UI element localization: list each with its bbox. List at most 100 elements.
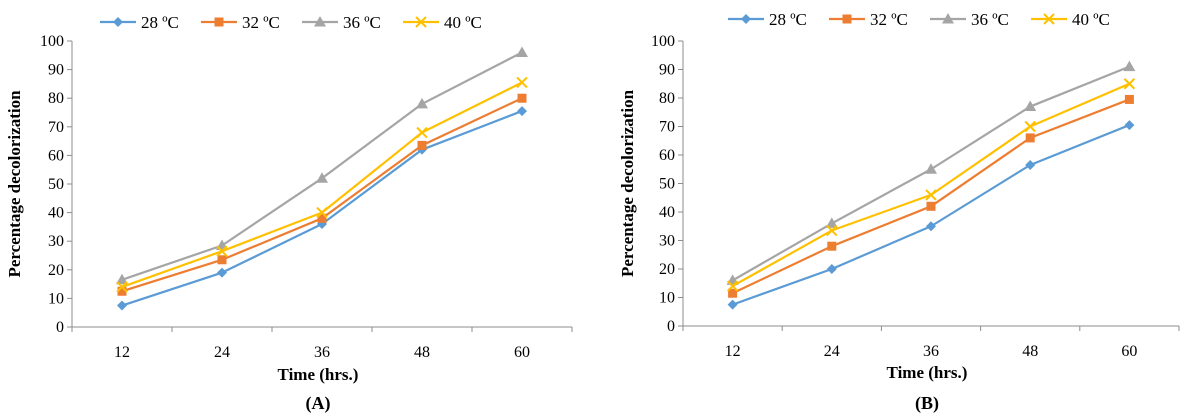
data-point <box>317 213 327 223</box>
series-line <box>121 51 523 281</box>
data-point <box>417 140 427 150</box>
series-line <box>121 81 523 288</box>
legend-label: 40 ºC <box>444 13 482 32</box>
data-point <box>416 97 428 109</box>
chart-panel-b: 0 10 20 30 40 50 60 70 80 90 100 12 24 36 48 60 Time (hr… <box>618 10 1180 414</box>
data-point <box>216 245 228 257</box>
y-axis-title: Percentage decolorization <box>618 89 637 277</box>
legend-item: 28 ºC <box>728 10 807 29</box>
legend-swatch-marker <box>741 14 751 24</box>
data-point <box>416 126 428 139</box>
x-tick-label: 60 <box>1121 343 1137 360</box>
data-point <box>1025 159 1036 170</box>
y-tick-label: 90 <box>48 62 64 79</box>
data-point <box>726 280 739 292</box>
y-tick-label: 100 <box>40 33 64 50</box>
x-tick-label: 24 <box>824 343 840 360</box>
data-point <box>925 163 937 174</box>
x-tick-label: 24 <box>214 344 230 361</box>
y-tick-label: 20 <box>659 261 675 278</box>
y-tick-label: 50 <box>659 176 675 193</box>
legend-label: 40 ºC <box>1072 10 1110 29</box>
series-line <box>121 97 523 293</box>
data-point <box>1123 60 1136 72</box>
data-point <box>926 221 936 232</box>
series-line <box>732 98 1130 295</box>
legend-swatch-marker <box>314 16 326 27</box>
y-tick-label: 10 <box>659 290 675 307</box>
legend-label: 32 ºC <box>242 13 280 32</box>
series-line <box>121 110 523 307</box>
data-point <box>217 255 227 265</box>
data-point <box>727 299 738 310</box>
data-point <box>1024 120 1036 133</box>
y-tick-label: 90 <box>659 62 675 79</box>
data-point <box>1024 100 1037 112</box>
y-tick-label: 80 <box>659 90 675 107</box>
y-tick-label: 60 <box>48 147 64 164</box>
y-tick-label: 40 <box>48 205 64 222</box>
data-point <box>1123 78 1136 90</box>
legend-item: 28 ºC <box>100 13 179 32</box>
legend-item: 40 ºC <box>1031 10 1110 29</box>
legend-item: 36 ºC <box>930 10 1009 29</box>
legend-item: 36 ºC <box>302 13 381 32</box>
data-point <box>826 224 838 237</box>
y-tick-label: 60 <box>659 147 675 164</box>
x-tick-label: 12 <box>114 344 130 361</box>
legend-label: 28 ºC <box>141 13 179 32</box>
y-tick-label: 70 <box>659 119 675 136</box>
legend-swatch-marker <box>214 17 224 27</box>
data-point <box>116 281 128 293</box>
data-point <box>728 288 738 298</box>
data-point <box>117 286 127 296</box>
y-tick-label: 70 <box>48 119 64 136</box>
y-tick-label: 20 <box>48 262 64 279</box>
data-point <box>827 241 837 251</box>
y-axis-title: Percentage decolorization <box>5 90 24 278</box>
y-tick-label: 0 <box>56 319 64 336</box>
y-tick-label: 30 <box>48 233 64 250</box>
data-point <box>926 201 936 211</box>
data-point <box>517 93 527 103</box>
chart-panel-a: 0 10 20 30 40 50 60 70 80 90 100 12 24 36 48 60 Time (hr… <box>5 13 573 414</box>
data-point <box>1025 133 1035 143</box>
data-point <box>516 76 528 89</box>
x-tick-label: 60 <box>514 344 530 361</box>
data-point <box>217 267 227 278</box>
data-point <box>116 273 128 285</box>
panel-label: (A) <box>306 393 331 414</box>
legend-item: 40 ºC <box>403 13 482 32</box>
legend-swatch-marker <box>1043 13 1055 25</box>
y-tick-label: 0 <box>667 318 675 335</box>
y-tick-label: 100 <box>651 33 675 50</box>
legend-item: 32 ºC <box>829 10 908 29</box>
legend-swatch-marker <box>942 13 954 24</box>
legend-item: 32 ºC <box>201 13 280 32</box>
x-tick-label: 36 <box>923 343 939 360</box>
data-point <box>825 217 838 228</box>
x-tick-label: 48 <box>1022 343 1038 360</box>
data-point <box>925 189 937 201</box>
x-axis-title: Time (hrs.) <box>278 365 359 384</box>
data-point <box>1124 94 1134 104</box>
y-tick-label: 80 <box>48 90 64 107</box>
y-tick-label: 30 <box>659 233 675 250</box>
data-point <box>316 206 328 219</box>
legend-swatch-marker <box>113 17 123 27</box>
y-tick-label: 40 <box>659 204 675 221</box>
data-point <box>517 106 527 117</box>
legend-swatch-marker <box>842 14 852 24</box>
data-point <box>1124 120 1135 131</box>
legend-label: 36 ºC <box>971 10 1009 29</box>
y-tick-label: 50 <box>48 176 64 193</box>
x-axis-title: Time (hrs.) <box>887 363 968 382</box>
series-line <box>732 124 1130 306</box>
legend-label: 28 ºC <box>769 10 807 29</box>
data-point <box>316 172 328 183</box>
y-tick-label: 10 <box>48 290 64 307</box>
legend-label: 36 ºC <box>343 13 381 32</box>
x-tick-label: 48 <box>414 344 430 361</box>
series-line <box>732 82 1130 288</box>
